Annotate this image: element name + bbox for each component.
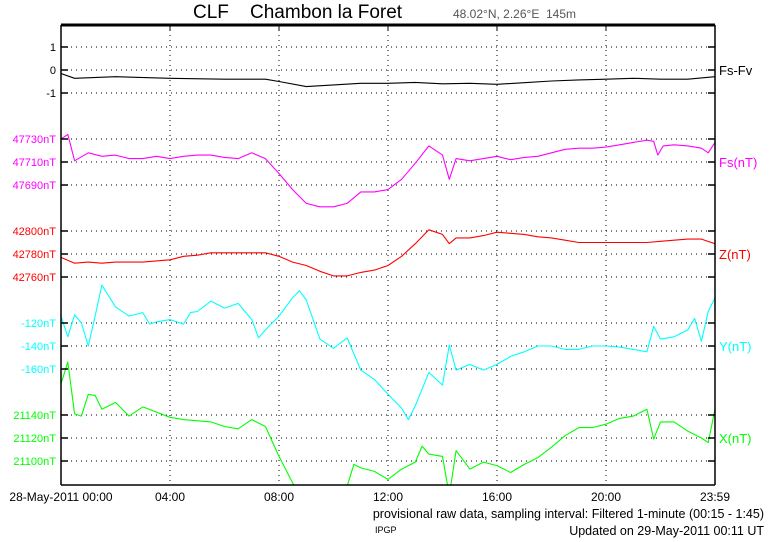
axes [60,23,716,486]
series-lines [61,72,715,485]
y-tick-label: 47710nT [13,157,57,169]
org-label: IPGP [375,525,397,535]
chart-title: CLF Chambon la Foret [193,2,403,23]
x-tick-label: 16:00 [482,490,512,504]
y-tick-label: 47690nT [13,180,57,192]
series-line-fs-fv [61,72,715,88]
y-tick-label: -140nT [21,341,56,353]
y-tick-label: -160nT [21,364,56,376]
series-name-label: Y(nT) [719,339,752,354]
x-tick-label: 28-May-2011 00:00 [9,490,113,504]
y-tick-label: 21140nT [13,410,56,422]
y-tick-label: 47730nT [13,134,57,146]
series-line-x-nt- [61,361,715,485]
y-tick-label: 0 [50,65,56,77]
y-tick-label: -120nT [21,318,56,330]
x-tick-label: 20:00 [591,490,621,504]
x-tick-label: 04:00 [155,490,185,504]
series-name-label: Z(nT) [719,247,751,262]
x-tick-label: 12:00 [373,490,403,504]
data-note: provisional raw data, sampling interval:… [372,507,764,521]
y-tick-label: 21100nT [13,456,56,468]
series-line-y-nt- [61,284,715,421]
y-tick-label: 42780nT [13,249,57,261]
series-line-fs-nt- [61,133,715,208]
series-name-label: Fs-Fv [719,63,753,78]
y-tick-label: 42800nT [13,226,57,238]
x-tick-label: 23:59 [700,490,730,504]
series-name-label: X(nT) [719,431,752,446]
x-tick-label: 08:00 [264,490,294,504]
series-name-label: Fs(nT) [719,155,757,170]
updated-timestamp: Updated on 29-May-2011 00:11 UT [569,524,764,538]
y-tick-label: 1 [50,42,56,54]
series-line-z-nt- [61,229,715,277]
y-tick-label: -1 [46,88,56,100]
tick-labels: 28-May-2011 00:00 04:00 08:00 12:00 16:00 20:… [9,42,757,504]
y-tick-label: 42760nT [13,272,57,284]
grid [61,25,715,485]
station-coordinates: 48.02°N, 2.26°E 145m [453,7,577,21]
y-tick-label: 21120nT [13,433,56,445]
